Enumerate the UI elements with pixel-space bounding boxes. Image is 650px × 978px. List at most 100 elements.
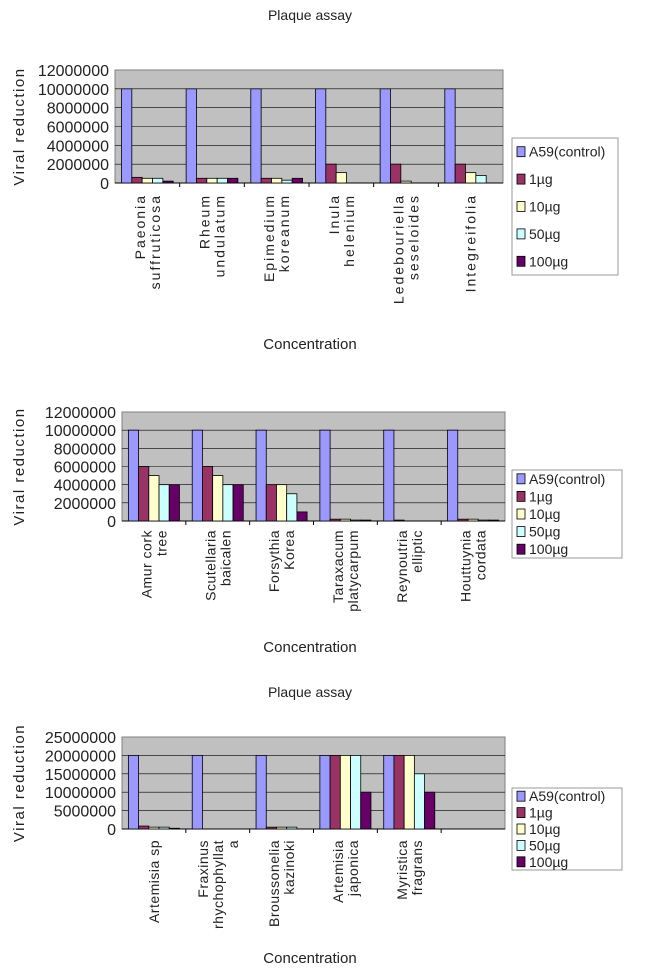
x-category-label-line: elliptic (409, 530, 425, 573)
x-category-label-line: Broussonelia (266, 840, 282, 927)
legend-box (511, 787, 623, 871)
x-category-label-line: Ledebouriella (391, 194, 407, 304)
legend-label: 1µg (529, 805, 553, 821)
bar (121, 88, 133, 184)
bar (276, 826, 288, 830)
y-tick-label: 8000000 (47, 101, 109, 118)
y-axis-label: Viral reduction (11, 407, 28, 525)
y-tick-label: 10000000 (45, 785, 116, 802)
legend-swatch (516, 201, 526, 212)
x-category-label-line: rhychophyllat (210, 840, 226, 929)
x-category-label-line: tree (153, 530, 169, 556)
x-category-label: Houttuyniacordata (458, 530, 489, 602)
bar (360, 791, 372, 830)
y-tick-label: 0 (107, 822, 116, 839)
y-tick-label: 5000000 (54, 804, 116, 821)
y-tick-label: 6000000 (54, 460, 116, 477)
x-category-label-line: Korea (281, 530, 297, 570)
bar (255, 755, 267, 830)
bar (191, 429, 203, 522)
bar (158, 484, 170, 522)
x-category-label-line: koreanum (276, 194, 292, 272)
bar (138, 825, 150, 830)
y-axis-label: Viral reduction (11, 67, 28, 185)
legend-swatch (516, 526, 526, 537)
bar (329, 518, 341, 522)
x-category-label: Ledebouriellaseseloides (391, 194, 422, 304)
bar (206, 177, 218, 184)
legend-label: 1µg (529, 171, 553, 187)
bar (465, 172, 477, 184)
bar (148, 826, 160, 830)
x-category-label-line: fragrans (409, 840, 425, 895)
bar (127, 755, 139, 830)
bar (424, 791, 436, 830)
x-category-label-line: cordata (473, 530, 489, 580)
y-tick-label: 2000000 (54, 496, 116, 513)
y-tick-label: 4000000 (54, 478, 116, 495)
bar (413, 773, 425, 830)
bar (444, 88, 456, 184)
bar (168, 827, 180, 830)
bar (383, 755, 395, 830)
x-category-label: Paeoniasuffruticosa (132, 194, 163, 289)
legend-label: 10µg (529, 506, 560, 522)
legend: A59(control) 1µg 10µg 50µg 100µg (511, 137, 619, 276)
x-axis-label: Concentration (263, 336, 356, 353)
bar (265, 826, 277, 830)
x-category-label-line: platycarpum (345, 530, 361, 612)
bar (250, 88, 262, 184)
x-category-label: Artemisiajaponica (330, 840, 361, 903)
legend-swatch (516, 173, 526, 185)
x-category-label: Integreifolia (463, 194, 479, 292)
legend-label: 100µg (529, 854, 568, 870)
bar (477, 519, 489, 522)
bar (335, 172, 347, 184)
bar (191, 755, 203, 830)
bar (260, 177, 272, 184)
legend-swatch (516, 807, 526, 818)
bar (216, 177, 228, 184)
x-category-label: Taraxacumplatycarpum (330, 530, 361, 612)
legend-swatch (516, 473, 526, 485)
x-axis-label: Concentration (263, 639, 356, 656)
y-tick-label: 4000000 (47, 138, 109, 155)
x-category-label: ForsythiaKorea (266, 530, 297, 592)
bar (162, 180, 174, 184)
bar (447, 429, 459, 522)
bar (488, 519, 500, 522)
x-category-label: Amur corktree (138, 530, 169, 599)
x-category-label: Rheumundulatum (197, 194, 228, 277)
bar (315, 88, 327, 184)
bar (276, 484, 288, 522)
legend-label: 10µg (529, 821, 560, 837)
y-tick-label: 0 (100, 176, 109, 193)
x-category-label-line: a (225, 840, 241, 848)
x-category-label: Broussoneliakazinoki (266, 840, 297, 927)
bar (202, 466, 214, 522)
y-tick-label: 10000000 (45, 423, 116, 440)
legend-swatch (516, 508, 526, 520)
x-category-label-line: Reynoutria (394, 530, 410, 603)
bar (291, 177, 303, 184)
bar (158, 826, 170, 830)
x-category-label-line: Inula (326, 194, 342, 234)
x-category-label-line: Artemisia sp (146, 840, 162, 923)
bar (131, 176, 143, 184)
bar (138, 466, 150, 522)
bar (168, 484, 180, 522)
x-category-label-line: Rheum (197, 194, 213, 249)
bar (232, 484, 244, 522)
bar (255, 429, 267, 522)
bar (329, 755, 341, 830)
legend-swatch (516, 255, 526, 267)
bar (393, 519, 405, 522)
x-axis-label: Concentration (263, 950, 356, 967)
legend-label: 10µg (529, 199, 560, 215)
legend-label: 50µg (529, 524, 560, 540)
x-category-label-line: helenium (341, 194, 357, 267)
bar (319, 755, 331, 830)
bar (148, 475, 160, 522)
bar (281, 179, 293, 184)
